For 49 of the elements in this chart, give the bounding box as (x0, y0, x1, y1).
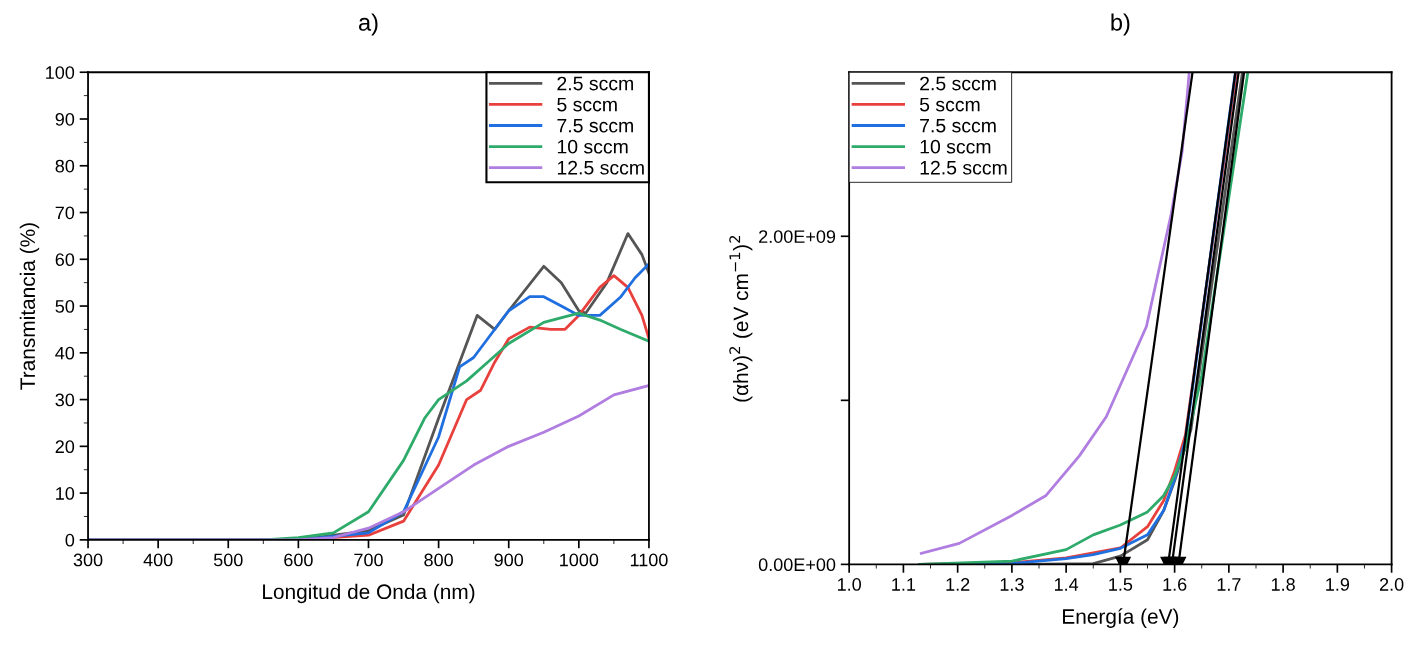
y-tick-label: 0.00E+00 (758, 558, 836, 572)
y-tick-label: 70 (55, 206, 75, 220)
legend-label: 7.5 sccm (920, 118, 996, 133)
x-axis-title: Energía (eV) (1063, 608, 1179, 628)
y-axis-title: Transmitancia (%) (19, 223, 40, 390)
y-tick-label: 40 (55, 346, 75, 360)
x-axis-title: Longitud de Onda (nm) (263, 583, 475, 604)
legend-label: 5 sccm (557, 97, 617, 112)
legend-label: 2.5 sccm (920, 76, 996, 91)
x-tick-label: 1000 (560, 553, 599, 567)
legend-label: 10 sccm (557, 139, 628, 154)
x-tick-label: 1.7 (1217, 578, 1241, 591)
y-tick-label: 100 (46, 66, 75, 79)
y-tick-label: 90 (55, 112, 75, 126)
x-tick-label: 1.2 (946, 578, 970, 591)
legend-label: 5 sccm (919, 97, 980, 112)
x-tick-label: 2.0 (1379, 578, 1404, 591)
x-tick-label: 1.4 (1054, 578, 1079, 591)
y-tick-label: 50 (55, 299, 75, 313)
x-tick-label: 1.6 (1163, 578, 1187, 591)
x-tick-label: 1.0 (837, 578, 861, 591)
x-tick-label: 500 (213, 553, 243, 567)
y-tick-label: 10 (56, 487, 75, 500)
legend-label: 7.5 sccm (557, 118, 633, 133)
legend-label: 10 sccm (920, 139, 991, 154)
y-tick-label: 30 (55, 393, 75, 407)
y-tick-label: 2.00E+09 (759, 230, 836, 244)
x-tick-label: 1.3 (1000, 578, 1024, 591)
chart-title: b) (1111, 13, 1130, 36)
y-tick-label: 80 (55, 159, 75, 173)
x-tick-label: 1.8 (1271, 578, 1295, 591)
x-tick-label: 1.5 (1109, 578, 1133, 591)
x-tick-label: 900 (494, 553, 524, 567)
x-tick-label: 1.1 (892, 578, 916, 591)
y-axis-title: (αhν)$^{2}$ (eV cm$^{−1}$)$^{2}$ (729, 235, 753, 402)
legend-label: 2.5 sccm (557, 76, 633, 91)
x-tick-label: 1.9 (1326, 578, 1350, 591)
x-tick-label: 1100 (630, 553, 668, 567)
y-tick-label: 60 (55, 253, 75, 267)
x-tick-label: 400 (143, 553, 173, 567)
legend-label: 12.5 sccm (557, 160, 644, 175)
x-tick-label: 600 (284, 553, 313, 567)
y-tick-label: 20 (55, 440, 75, 454)
legend-label: 12.5 sccm (920, 160, 1007, 175)
chart-title: a) (359, 13, 378, 36)
x-tick-label: 700 (354, 553, 383, 567)
x-tick-label: 800 (424, 553, 453, 567)
y-tick-label: 0 (65, 533, 75, 547)
x-tick-label: 300 (73, 553, 103, 567)
